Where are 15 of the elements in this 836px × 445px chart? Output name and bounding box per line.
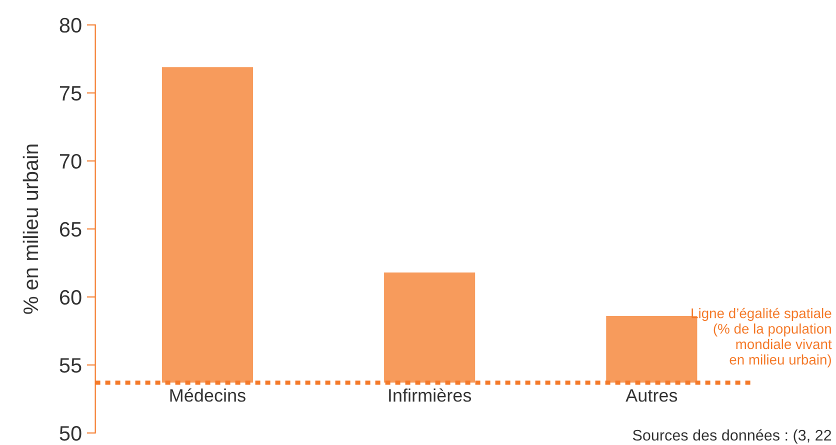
y-axis-title: % en milieu urbain <box>22 144 38 314</box>
y-tick-label: 65 <box>60 222 82 237</box>
x-tick-label: Infirmières <box>389 388 472 402</box>
y-tick-label: 75 <box>60 86 82 101</box>
x-tick-label: Autres <box>626 389 678 402</box>
y-tick-label: 55 <box>60 358 82 373</box>
y-tick-label: 70 <box>60 154 82 169</box>
y-tick-label: 60 <box>60 290 82 305</box>
y-tick-label: 80 <box>60 18 82 33</box>
bar <box>384 272 476 383</box>
bar <box>162 67 253 383</box>
ref-line-label: Ligne d’égalité spatiale (% de la population mondiale vivant en milieu urbain) <box>692 308 832 368</box>
annotation: Sources des données : (3, 22 <box>632 429 832 444</box>
y-tick-label: 50 <box>60 426 82 441</box>
x-tick-label: Médecins <box>170 388 246 402</box>
